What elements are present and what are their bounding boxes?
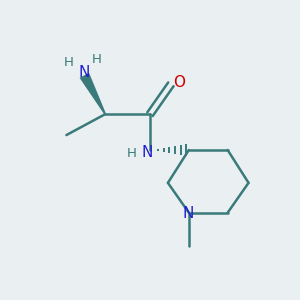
Text: H: H (92, 53, 102, 66)
Text: N: N (142, 145, 153, 160)
Text: H: H (127, 147, 136, 160)
Text: N: N (182, 206, 194, 221)
Text: O: O (173, 75, 185, 90)
Polygon shape (80, 73, 106, 115)
Text: N: N (79, 65, 90, 80)
Text: H: H (64, 56, 74, 69)
